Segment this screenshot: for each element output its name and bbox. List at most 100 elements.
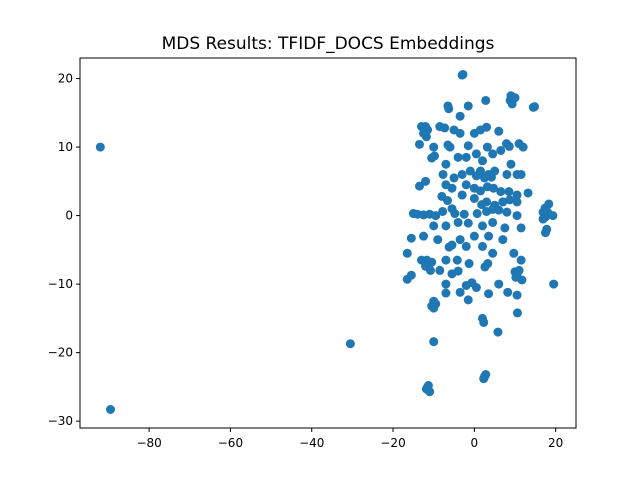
- scatter-point: [496, 187, 506, 197]
- scatter-point: [438, 206, 448, 216]
- chart-title: MDS Results: TFIDF_DOCS Embeddings: [162, 34, 495, 54]
- scatter-point: [514, 265, 524, 275]
- scatter-point: [445, 142, 455, 152]
- scatter-point: [475, 186, 485, 196]
- scatter-point: [458, 69, 468, 79]
- scatter-point: [457, 190, 467, 200]
- scatter-point: [505, 195, 515, 205]
- scatter-point: [450, 209, 460, 219]
- scatter-point: [494, 279, 504, 289]
- scatter-point: [512, 190, 522, 200]
- scatter-point: [455, 128, 465, 138]
- scatter-point: [500, 223, 510, 233]
- scatter-point: [488, 217, 498, 227]
- scatter-point: [414, 139, 424, 149]
- scatter-point: [455, 235, 465, 245]
- scatter-point: [509, 248, 519, 258]
- scatter-point: [441, 221, 451, 231]
- scatter-point: [423, 381, 433, 391]
- scatter-point: [469, 193, 479, 203]
- scatter-point: [417, 122, 427, 132]
- scatter-point: [421, 176, 431, 186]
- scatter-point: [463, 141, 473, 151]
- scatter-point: [406, 270, 416, 280]
- scatter-point: [433, 235, 443, 245]
- scatter-point: [464, 259, 474, 269]
- scatter-point: [482, 122, 492, 132]
- scatter-point: [455, 287, 465, 297]
- scatter-point: [530, 102, 540, 112]
- scatter-point: [541, 228, 551, 238]
- scatter-point: [512, 211, 522, 221]
- scatter-point: [488, 248, 498, 258]
- scatter-point: [482, 197, 492, 207]
- scatter-point: [444, 104, 454, 114]
- scatter-point: [461, 180, 471, 190]
- scatter-point: [506, 159, 516, 169]
- scatter-point: [549, 279, 559, 289]
- x-tick-label: −60: [218, 436, 243, 450]
- scatter-point: [443, 196, 453, 206]
- scatter-point: [504, 187, 514, 197]
- scatter-point: [431, 211, 441, 221]
- scatter-point: [516, 255, 526, 265]
- scatter-point: [498, 197, 508, 207]
- scatter-point: [429, 221, 439, 231]
- scatter-point: [425, 265, 435, 275]
- scatter-point: [441, 279, 451, 289]
- scatter-point: [453, 152, 463, 162]
- y-tick-label: −30: [48, 414, 73, 428]
- scatter-point: [430, 151, 440, 161]
- scatter-point: [457, 169, 467, 179]
- scatter-point: [502, 207, 512, 217]
- scatter-point: [441, 288, 451, 298]
- scatter-point: [538, 214, 548, 224]
- scatter-point: [447, 183, 457, 193]
- scatter-point: [512, 290, 522, 300]
- y-tick-label: −10: [48, 277, 73, 291]
- scatter-point: [472, 209, 482, 219]
- scatter-point: [479, 317, 489, 327]
- scatter-point: [406, 233, 416, 243]
- scatter-point: [429, 337, 439, 347]
- scatter-point: [488, 183, 498, 193]
- scatter-point: [429, 142, 439, 152]
- scatter-point: [459, 209, 469, 219]
- scatter-point: [479, 374, 489, 384]
- scatter-point: [463, 218, 473, 228]
- scatter-point: [512, 308, 522, 318]
- y-axis: −30 −20 −10 0 10 20: [48, 72, 80, 428]
- scatter-point: [484, 289, 494, 299]
- scatter-point: [523, 188, 533, 198]
- scatter-point: [461, 241, 471, 251]
- scatter-point: [490, 166, 500, 176]
- scatter-point: [414, 181, 424, 191]
- scatter-point: [455, 111, 465, 121]
- y-tick-label: 0: [65, 209, 73, 223]
- scatter-point: [402, 248, 412, 258]
- scatter-point: [488, 149, 498, 159]
- scatter-point: [544, 199, 554, 209]
- scatter-point: [438, 169, 448, 179]
- scatter-point: [512, 197, 522, 207]
- scatter-point: [477, 241, 487, 251]
- scatter-point: [441, 159, 451, 169]
- scatter-point: [475, 166, 485, 176]
- scatter-point: [493, 327, 503, 337]
- scatter-point: [517, 275, 527, 285]
- x-tick-label: −40: [299, 436, 324, 450]
- scatter-point: [453, 266, 463, 276]
- scatter-point: [345, 339, 355, 349]
- y-tick-label: 10: [58, 140, 73, 154]
- scatter-point: [441, 255, 451, 265]
- y-tick-label: 20: [58, 72, 73, 86]
- scatter-point: [481, 95, 491, 105]
- scatter-point: [502, 169, 512, 179]
- scatter-point: [548, 211, 558, 221]
- scatter-point: [449, 173, 459, 183]
- scatter-point: [419, 231, 429, 241]
- y-tick-label: −20: [48, 346, 73, 360]
- x-tick-label: 20: [548, 436, 563, 450]
- scatter-point: [503, 287, 513, 297]
